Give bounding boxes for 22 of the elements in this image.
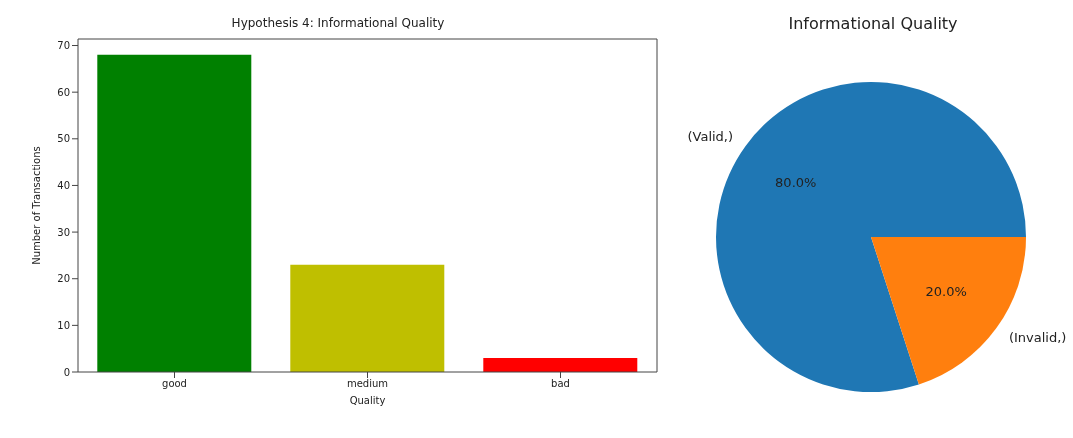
bar [483,358,638,372]
chart-title: Hypothesis 4: Informational Quality [230,16,446,30]
x-axis-title: Quality [349,395,386,406]
y-tick-label: 10 [57,319,70,331]
data-label: 80.0% [775,174,817,190]
y-tick-label: 50 [57,133,70,145]
bar [290,264,445,372]
bar [97,54,252,372]
y-tick-label: 60 [57,86,70,98]
y-tick-label: 40 [57,180,70,191]
y-tick-label: 30 [57,226,70,238]
x-tick-label: good [162,378,187,390]
slice-label: (Valid,) [687,129,734,145]
data-label: 20.0% [925,284,967,300]
chart-title: Informational Quality [787,14,959,33]
slice-label: (Invalid,) [1008,329,1067,345]
y-axis-title: Number of Transactions [30,146,42,265]
x-tick-label: bad [551,378,570,390]
x-tick-label: medium [346,378,389,390]
y-tick-label: 20 [57,273,70,285]
y-tick-label: 0 [63,366,70,378]
y-tick-label: 70 [57,40,70,52]
